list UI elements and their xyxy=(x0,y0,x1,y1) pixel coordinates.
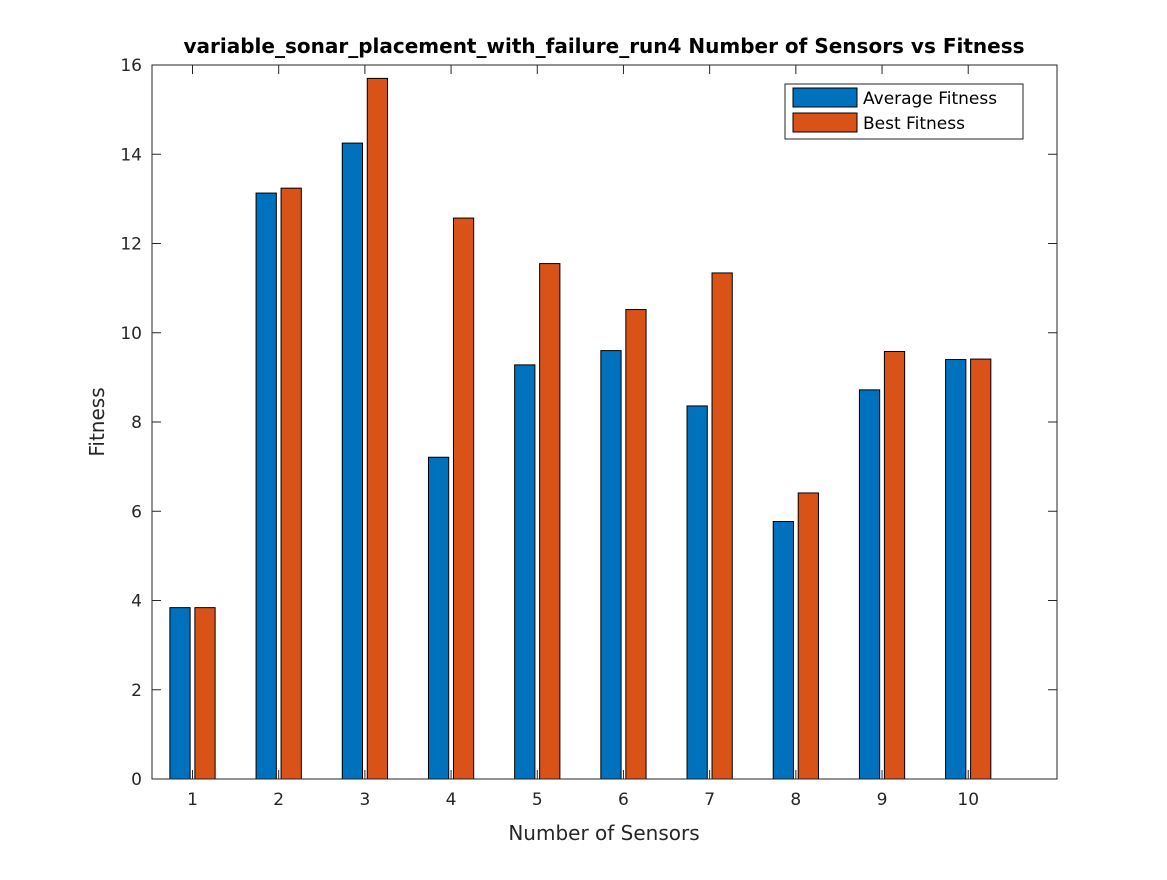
legend: Average Fitness Best Fitness xyxy=(784,83,1024,140)
x-tick-label: 2 xyxy=(273,790,284,810)
legend-swatch-best-fitness xyxy=(792,112,858,133)
y-tick-label: 10 xyxy=(120,324,142,344)
y-tick-label: 14 xyxy=(120,145,142,165)
bar-best-fitness-3 xyxy=(366,77,389,780)
bar-best-fitness-2 xyxy=(280,187,302,780)
bar-best-fitness-6 xyxy=(625,309,647,780)
legend-label-average-fitness: Average Fitness xyxy=(863,89,997,109)
bar-best-fitness-7 xyxy=(711,272,733,780)
x-tick-label: 1 xyxy=(187,790,198,810)
bar-average-fitness-10 xyxy=(945,359,967,780)
bar-average-fitness-5 xyxy=(514,364,536,780)
bar-average-fitness-6 xyxy=(600,350,622,780)
x-tick-label: 10 xyxy=(957,790,979,810)
y-tick-label: 4 xyxy=(131,592,142,612)
x-tick-label: 7 xyxy=(704,790,715,810)
chart-title: variable_sonar_placement_with_failure_ru… xyxy=(183,34,1024,58)
y-tick-label: 12 xyxy=(120,235,142,255)
plot-frame xyxy=(151,64,1058,780)
bar-average-fitness-4 xyxy=(427,456,450,780)
bar-average-fitness-3 xyxy=(341,142,364,780)
x-tick-label: 3 xyxy=(359,790,370,810)
y-axis-label: Fitness xyxy=(85,387,109,456)
bar-best-fitness-1 xyxy=(194,607,216,780)
x-axis-label: Number of Sensors xyxy=(508,821,699,845)
bar-best-fitness-10 xyxy=(970,358,992,780)
bar-best-fitness-8 xyxy=(797,492,819,780)
x-tick-label: 6 xyxy=(618,790,629,810)
bar-best-fitness-9 xyxy=(883,350,906,780)
y-tick-label: 16 xyxy=(120,56,142,76)
bar-average-fitness-8 xyxy=(772,521,794,780)
bar-average-fitness-1 xyxy=(169,607,191,780)
y-tick-label: 2 xyxy=(131,681,142,701)
legend-label-best-fitness: Best Fitness xyxy=(863,114,965,134)
bars-layer xyxy=(169,77,992,780)
bar-average-fitness-2 xyxy=(255,192,277,780)
bar-average-fitness-9 xyxy=(858,389,881,780)
y-tick-label: 6 xyxy=(131,502,142,522)
bar-best-fitness-5 xyxy=(539,263,561,780)
bar-average-fitness-7 xyxy=(686,405,708,780)
x-tick-label: 8 xyxy=(790,790,801,810)
x-tick-label: 9 xyxy=(877,790,888,810)
x-tick-label: 4 xyxy=(446,790,457,810)
x-tick-label: 5 xyxy=(532,790,543,810)
y-tick-label: 8 xyxy=(131,413,142,433)
legend-swatch-average-fitness xyxy=(792,87,858,108)
y-tick-label: 0 xyxy=(131,770,142,790)
bar-best-fitness-4 xyxy=(452,217,475,780)
